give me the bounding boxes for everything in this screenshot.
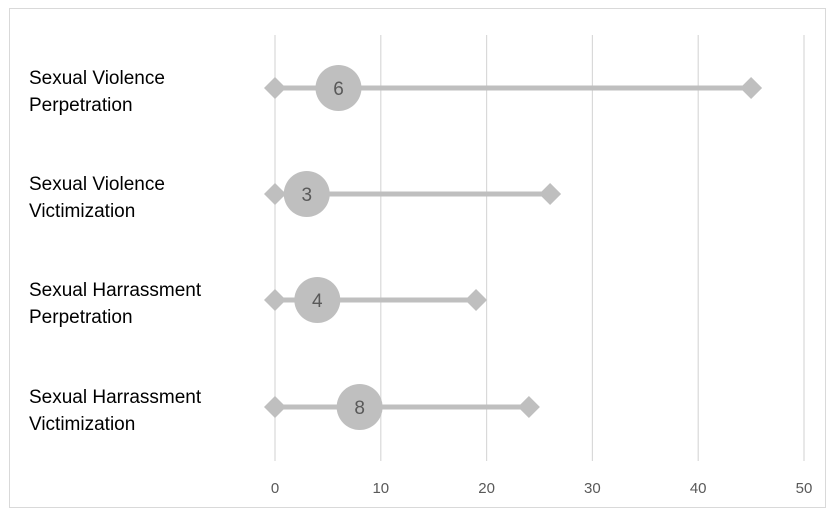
series-row: 6 bbox=[264, 65, 763, 111]
max-diamond-marker bbox=[539, 183, 562, 205]
x-tick-label: 50 bbox=[796, 480, 813, 497]
value-label: 4 bbox=[312, 291, 323, 312]
category-label-line2: Victimization bbox=[29, 414, 135, 435]
category-label: Sexual Harrassment Perpetration bbox=[29, 280, 202, 328]
x-tick-label: 20 bbox=[478, 480, 495, 497]
value-label: 8 bbox=[354, 398, 365, 419]
category-label-line1: Sexual Violence bbox=[29, 68, 165, 89]
chart-svg: 0 10 20 30 40 50 6 3 4 8 Sexual Violence Perpetra… bbox=[29, 35, 813, 497]
chart-frame: 0 10 20 30 40 50 6 3 4 8 Sexual Violence Perpetra… bbox=[9, 8, 826, 508]
min-diamond-marker bbox=[264, 183, 286, 205]
value-label: 6 bbox=[333, 79, 344, 100]
category-label: Sexual Violence Perpetration bbox=[29, 68, 165, 116]
x-tick-label: 30 bbox=[584, 480, 601, 497]
value-bubble bbox=[283, 171, 330, 217]
x-tick-label: 40 bbox=[690, 480, 707, 497]
value-bubble bbox=[336, 384, 383, 430]
min-diamond-marker bbox=[264, 289, 286, 311]
max-diamond-marker bbox=[465, 289, 488, 311]
min-diamond-marker bbox=[264, 77, 286, 99]
max-diamond-marker bbox=[517, 396, 540, 418]
category-label-line1: Sexual Harrassment bbox=[29, 280, 202, 301]
min-diamond-marker bbox=[264, 396, 286, 418]
range-series: 6 3 4 8 bbox=[264, 65, 763, 430]
category-label-line2: Perpetration bbox=[29, 95, 133, 116]
category-label-line1: Sexual Harrassment bbox=[29, 387, 202, 408]
x-tick-label: 0 bbox=[271, 480, 279, 497]
value-bubble bbox=[294, 277, 341, 323]
value-bubble bbox=[315, 65, 362, 111]
x-tick-label: 10 bbox=[372, 480, 389, 497]
category-label-line2: Perpetration bbox=[29, 307, 133, 328]
category-label: Sexual Harrassment Victimization bbox=[29, 387, 202, 435]
grid-lines bbox=[274, 35, 805, 461]
category-label-line2: Victimization bbox=[29, 201, 135, 222]
series-row: 3 bbox=[264, 171, 562, 217]
series-row: 8 bbox=[264, 384, 540, 430]
max-diamond-marker bbox=[740, 77, 763, 99]
category-label-line1: Sexual Violence bbox=[29, 174, 165, 195]
series-row: 4 bbox=[264, 277, 488, 323]
x-axis-ticks: 0 10 20 30 40 50 bbox=[271, 480, 813, 497]
value-label: 3 bbox=[301, 185, 312, 206]
category-label: Sexual Violence Victimization bbox=[29, 174, 165, 222]
